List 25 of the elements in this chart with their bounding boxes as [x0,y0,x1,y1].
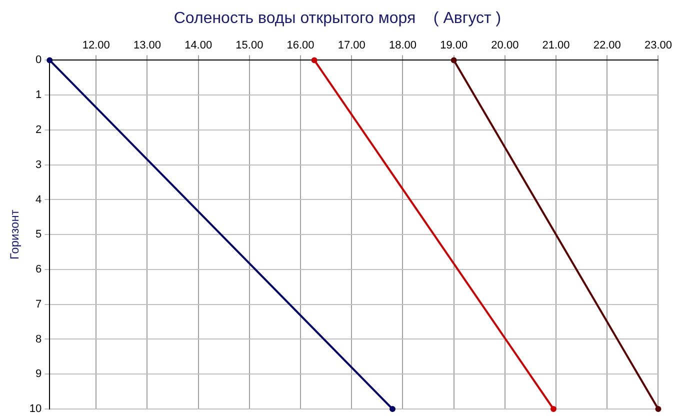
x-tick-label: 21.00 [542,40,570,52]
x-tick-label: 17.00 [338,40,366,52]
x-tick-label: 13.00 [133,40,161,52]
y-tick-label: 9 [36,368,42,380]
x-tick-label: 14.00 [184,40,212,52]
x-tick-label: 18.00 [388,40,416,52]
y-tick-label: 6 [36,264,42,276]
y-tick-label: 3 [36,158,42,171]
x-tick-label: 15.00 [236,40,264,52]
y-axis-title: Горизонт [8,209,22,260]
y-tick-label: 1 [36,89,42,102]
y-tick-label: 4 [36,194,42,206]
x-tick-label: 16.00 [286,40,314,52]
y-tick-label: 10 [29,403,42,416]
y-tick-label: 8 [36,333,42,346]
x-tick-label: 22.00 [593,40,621,52]
x-tick-label: 23.00 [644,40,672,52]
y-tick-label: 7 [36,298,42,310]
y-tick-label: 5 [36,228,42,241]
x-tick-label: 19.00 [440,40,468,52]
x-tick-label: 12.00 [82,40,110,52]
y-tick-label: 0 [36,54,42,66]
y-tick-label: 2 [36,124,42,136]
chart-title: Соленость воды открытого моря ( Август ) [172,10,502,28]
x-tick-label: 20.00 [491,40,519,52]
